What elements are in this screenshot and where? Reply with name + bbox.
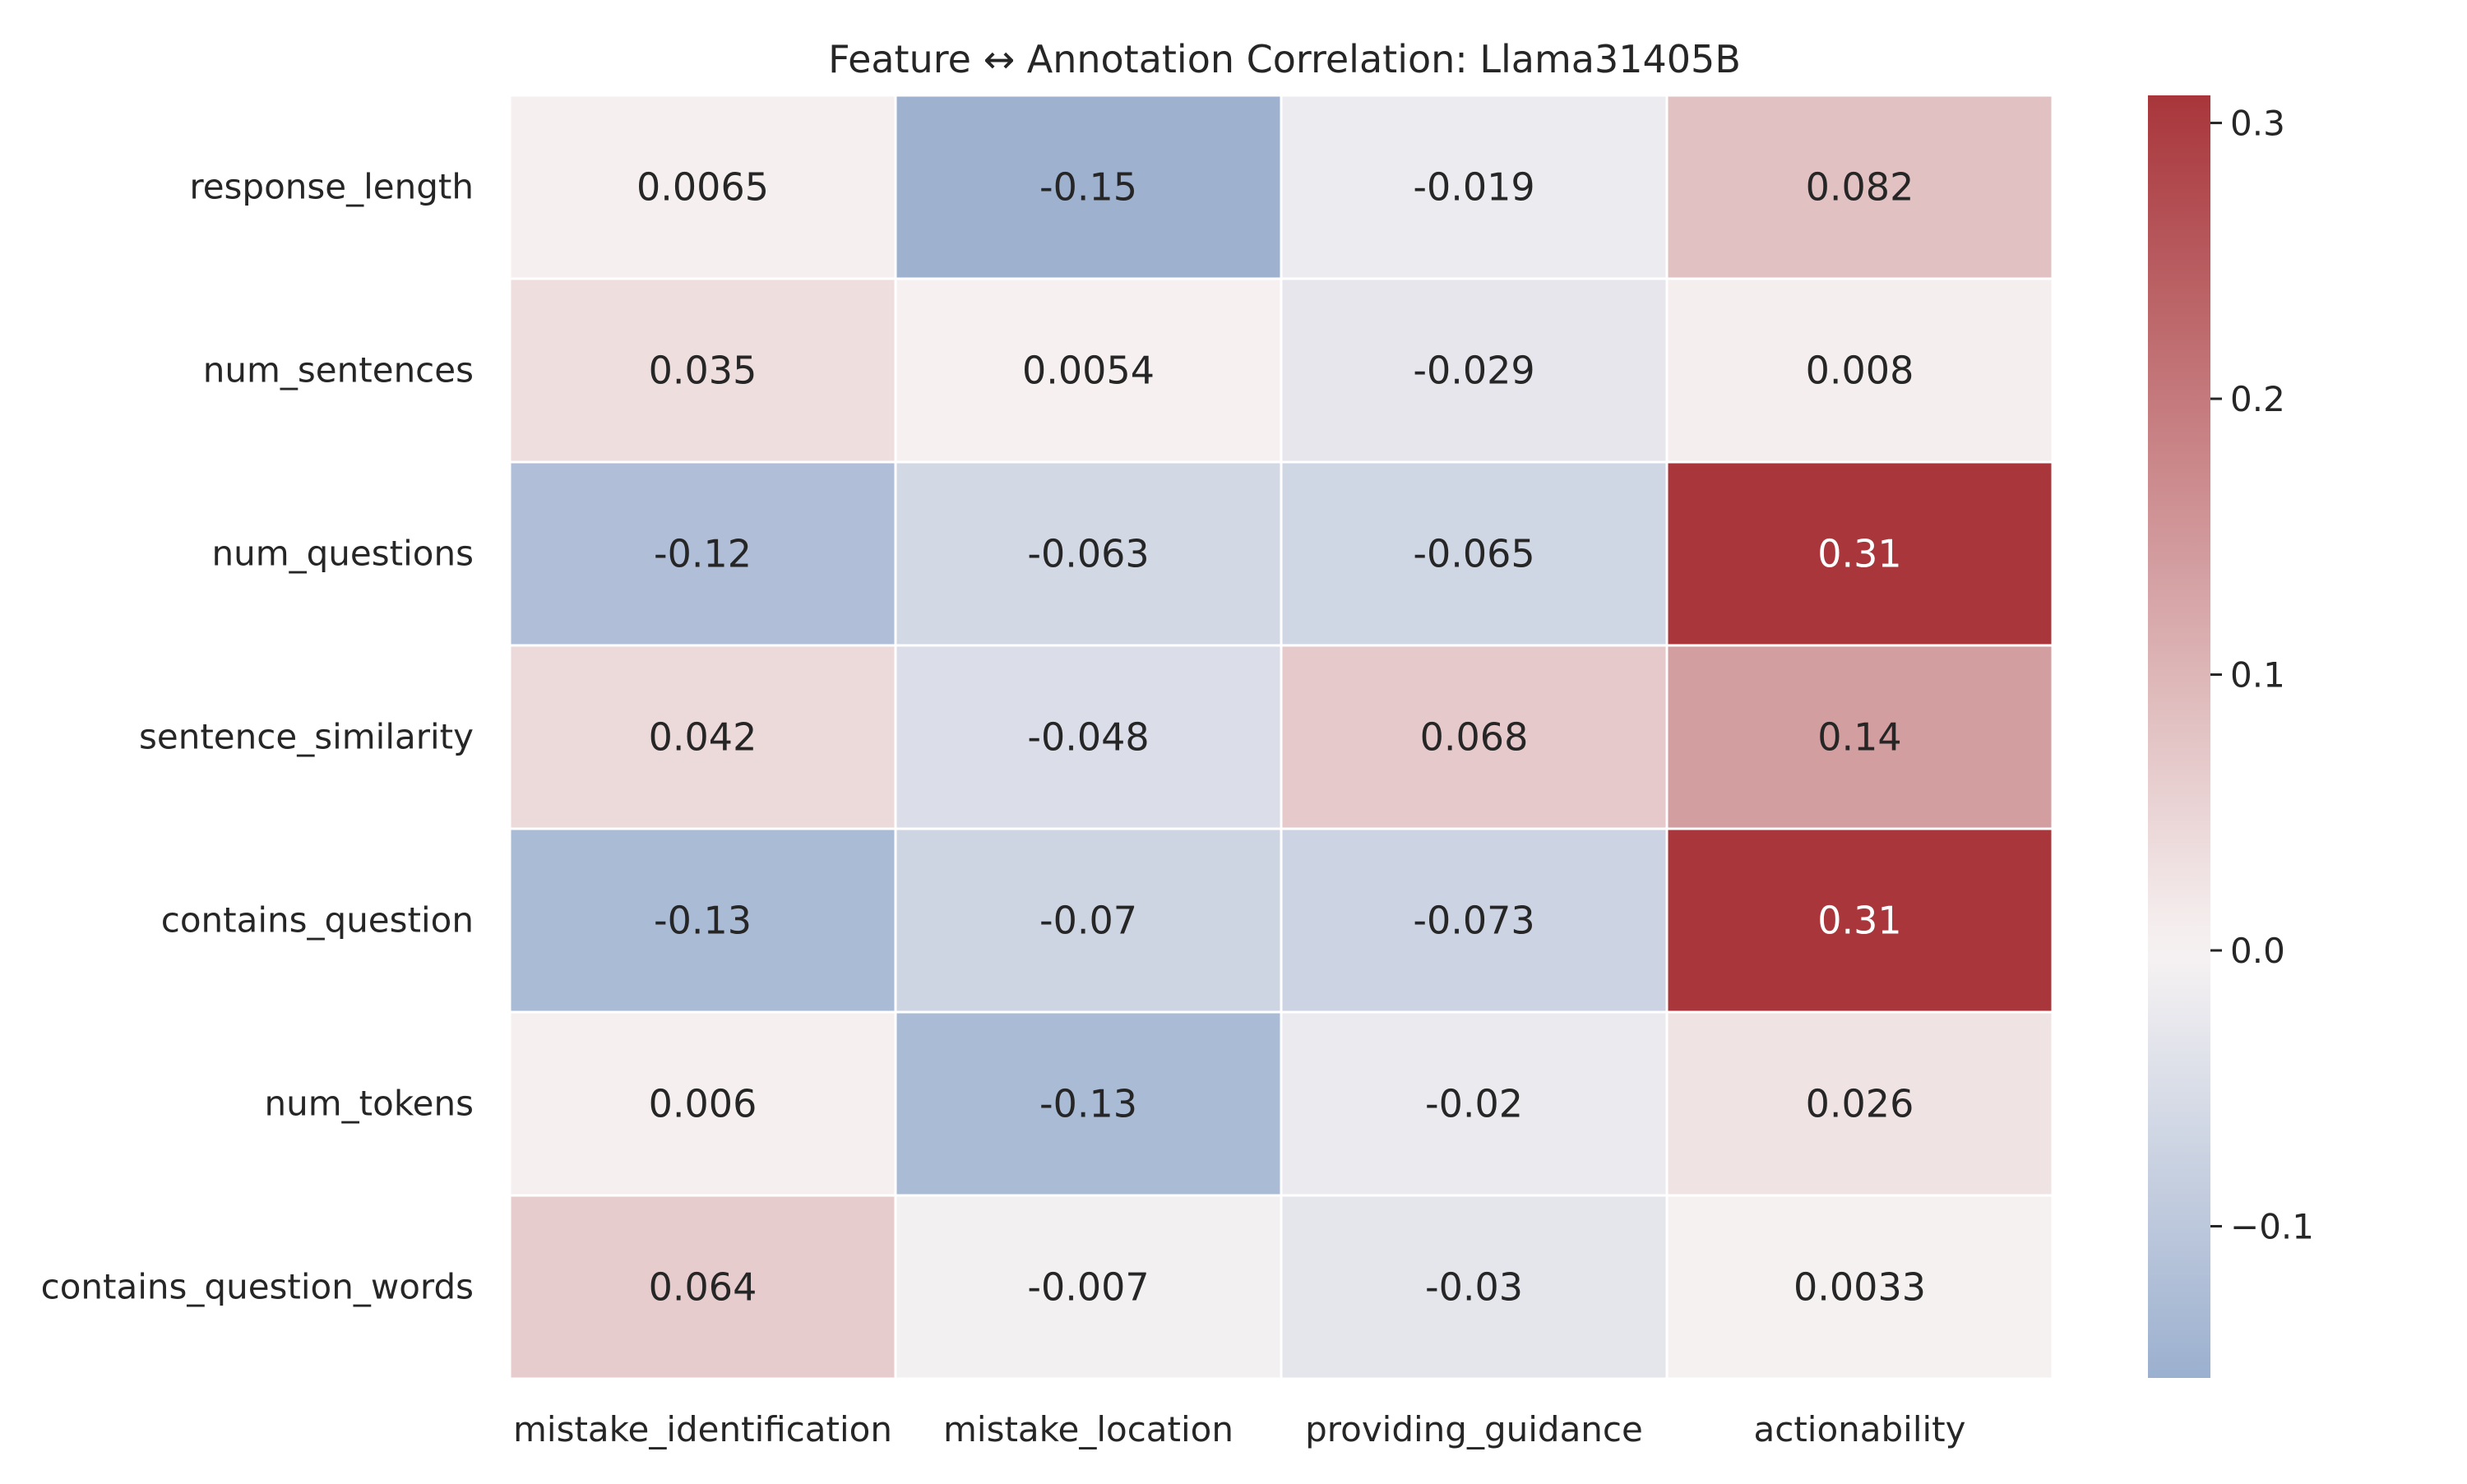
colorbar-tick-label: 0.0 bbox=[2230, 931, 2285, 971]
cell-value-label: -0.065 bbox=[1413, 532, 1534, 576]
y-tick-label: sentence_similarity bbox=[139, 717, 474, 757]
cell-value-label: -0.048 bbox=[1027, 715, 1149, 760]
heatmap-cells bbox=[508, 94, 2054, 1380]
cell-value-label: 0.14 bbox=[1817, 715, 1901, 760]
heatmap-cell bbox=[1665, 277, 2054, 464]
cell-value-label: -0.03 bbox=[1425, 1265, 1523, 1310]
y-tick-label: response_length bbox=[189, 167, 474, 207]
heatmap-cell bbox=[1280, 1010, 1669, 1197]
heatmap-cell bbox=[894, 1194, 1283, 1380]
cell-value-label: -0.13 bbox=[654, 899, 752, 943]
colorbar-tick-label: 0.2 bbox=[2230, 379, 2285, 419]
cell-value-label: -0.073 bbox=[1413, 899, 1534, 943]
cell-value-label: 0.31 bbox=[1817, 899, 1901, 943]
cell-value-label: -0.13 bbox=[1039, 1082, 1137, 1126]
cell-value-label: -0.007 bbox=[1027, 1265, 1149, 1310]
y-tick-label: contains_question bbox=[161, 900, 474, 941]
cell-value-label: -0.063 bbox=[1027, 532, 1149, 576]
cell-value-label: -0.07 bbox=[1039, 899, 1137, 943]
colorbar-tick-label: 0.1 bbox=[2230, 655, 2285, 696]
cell-value-label: 0.035 bbox=[649, 349, 757, 393]
heatmap-cell bbox=[1280, 827, 1669, 1014]
heatmap-cell bbox=[508, 460, 897, 647]
heatmap-cell-labels: 0.0065 -0.15 -0.019 0.082 0.035 0.0054 -0.029 0… bbox=[636, 165, 1926, 1310]
cell-value-label: 0.042 bbox=[649, 715, 757, 760]
heatmap-cell bbox=[1280, 94, 1669, 280]
cell-value-label: 0.068 bbox=[1420, 715, 1529, 760]
heatmap-cell bbox=[508, 94, 897, 280]
cell-value-label: 0.0033 bbox=[1794, 1265, 1926, 1310]
heatmap-cell bbox=[894, 94, 1283, 280]
cell-value-label: -0.02 bbox=[1425, 1082, 1523, 1126]
heatmap-cell bbox=[1665, 1194, 2054, 1380]
heatmap-cell bbox=[1665, 460, 2054, 647]
colorbar-gradient bbox=[2148, 95, 2210, 1378]
heatmap-cell bbox=[1280, 277, 1669, 464]
heatmap-cell bbox=[1665, 644, 2054, 830]
y-axis-tick-labels: response_length num_sentences num_question… bbox=[41, 167, 474, 1307]
heatmap-cell bbox=[894, 827, 1283, 1014]
heatmap-cell bbox=[1280, 644, 1669, 830]
cell-value-label: 0.0065 bbox=[636, 165, 769, 210]
cell-value-label: 0.006 bbox=[649, 1082, 757, 1126]
heatmap-cell bbox=[1665, 827, 2054, 1014]
colorbar-tick-label: 0.3 bbox=[2230, 104, 2285, 144]
heatmap-cell bbox=[508, 1010, 897, 1197]
x-tick-label: actionability bbox=[1753, 1409, 1965, 1449]
colorbar: −0.1 0.0 0.1 0.2 0.3 bbox=[2148, 95, 2314, 1378]
cell-value-label: 0.082 bbox=[1806, 165, 1914, 210]
cell-value-label: 0.064 bbox=[649, 1265, 757, 1310]
x-tick-label: providing_guidance bbox=[1305, 1409, 1643, 1449]
heatmap-cell bbox=[508, 827, 897, 1014]
heatmap-cell bbox=[1665, 1010, 2054, 1197]
cell-value-label: -0.029 bbox=[1413, 349, 1534, 393]
cell-value-label: 0.026 bbox=[1806, 1082, 1914, 1126]
x-tick-label: mistake_location bbox=[943, 1409, 1234, 1449]
heatmap-cell bbox=[1665, 94, 2054, 280]
heatmap-cell bbox=[508, 644, 897, 830]
colorbar-tick-label: −0.1 bbox=[2230, 1206, 2314, 1246]
y-tick-label: num_sentences bbox=[203, 350, 474, 391]
cell-value-label: 0.008 bbox=[1806, 349, 1914, 393]
cell-value-label: -0.15 bbox=[1039, 165, 1137, 210]
y-tick-label: num_questions bbox=[212, 534, 474, 574]
cell-value-label: -0.019 bbox=[1413, 165, 1534, 210]
y-tick-label: contains_question_words bbox=[41, 1267, 474, 1307]
heatmap-cell bbox=[894, 460, 1283, 647]
chart-title: Feature ↔ Annotation Correlation: Llama3… bbox=[828, 37, 1741, 81]
x-axis-tick-labels: mistake_identification mistake_location pr… bbox=[513, 1409, 1966, 1449]
y-tick-label: num_tokens bbox=[265, 1084, 474, 1124]
heatmap-cell bbox=[894, 1010, 1283, 1197]
x-tick-label: mistake_identification bbox=[513, 1409, 892, 1449]
heatmap-cell bbox=[894, 644, 1283, 830]
cell-value-label: -0.12 bbox=[654, 532, 752, 576]
heatmap-cell bbox=[508, 1194, 897, 1380]
cell-value-label: 0.31 bbox=[1817, 532, 1901, 576]
cell-value-label: 0.0054 bbox=[1022, 349, 1155, 393]
